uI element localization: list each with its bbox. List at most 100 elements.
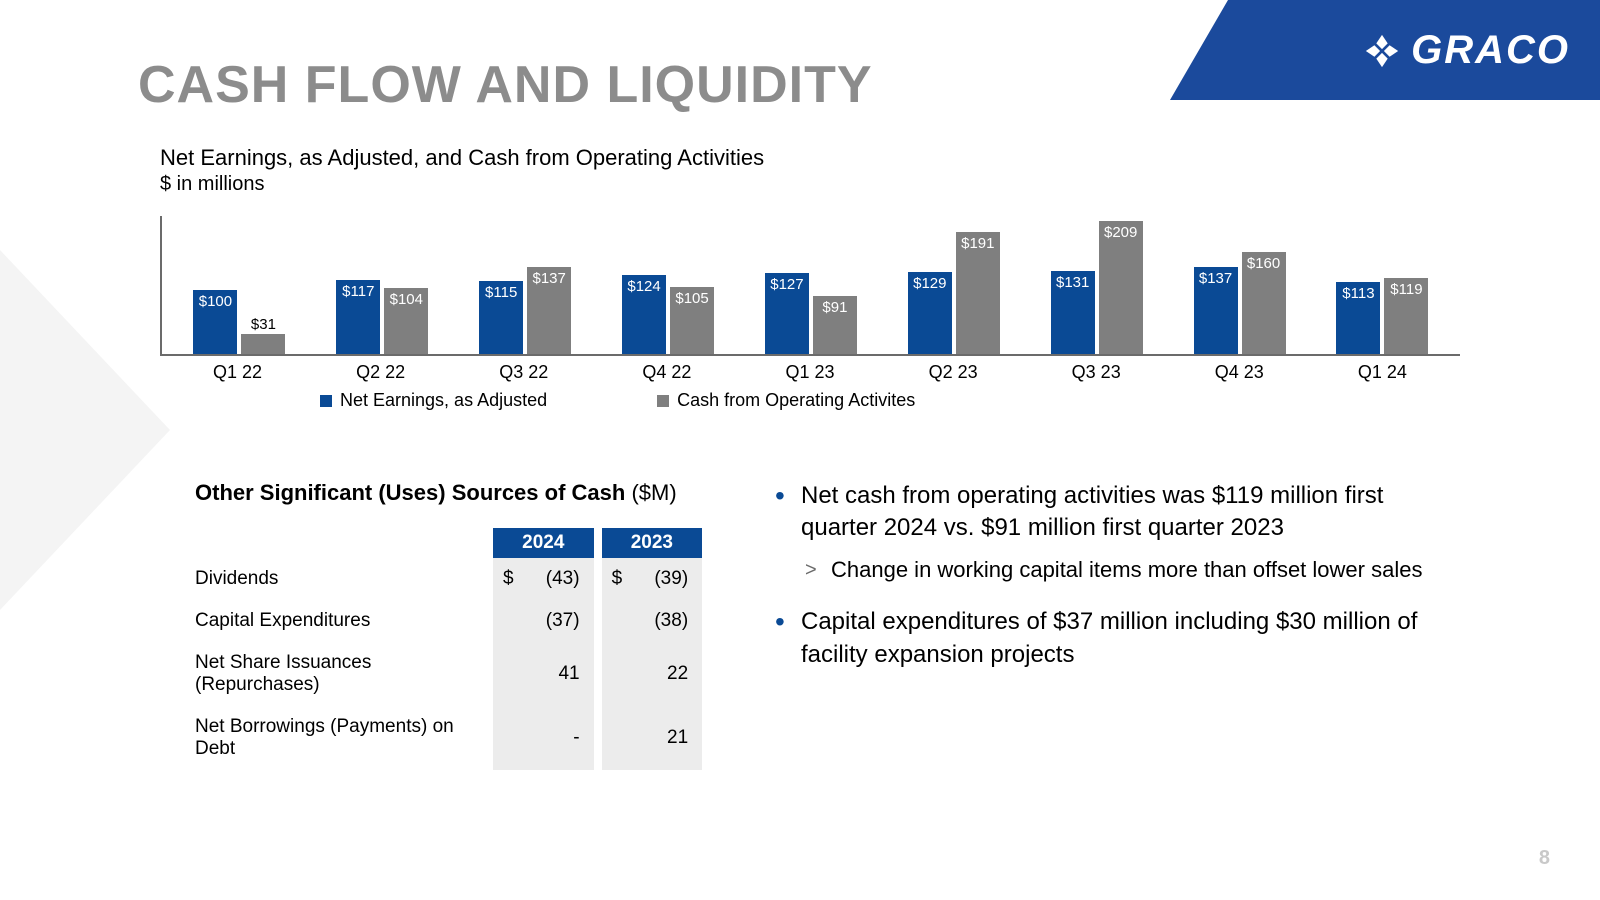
legend-label: Cash from Operating Activites bbox=[677, 390, 915, 411]
bar-value-label: $129 bbox=[908, 275, 952, 292]
chart-plot: $100$31$117$104$115$137$124$105$127$91$1… bbox=[160, 216, 1460, 356]
sub-bullet-item: Change in working capital items more tha… bbox=[801, 555, 1465, 585]
lower-region: Other Significant (Uses) Sources of Cash… bbox=[195, 480, 1520, 770]
table-cell: (37) bbox=[514, 600, 594, 642]
table-cell: 41 bbox=[514, 642, 594, 706]
bar-value-label: $100 bbox=[193, 293, 237, 310]
bar-value-label: $127 bbox=[765, 276, 809, 293]
legend-item: Net Earnings, as Adjusted bbox=[320, 390, 547, 411]
cash-table: 20242023Dividends$(43)$(39)Capital Expen… bbox=[195, 528, 702, 770]
bar-value-label: $209 bbox=[1099, 224, 1143, 241]
bar-group: $115$137 bbox=[475, 267, 575, 354]
legend-swatch bbox=[320, 395, 332, 407]
table-cell: (39) bbox=[622, 558, 702, 600]
chart-region: Net Earnings, as Adjusted, and Cash from… bbox=[160, 145, 1460, 391]
brand-name: GRACO bbox=[1411, 28, 1570, 73]
bar-value-label: $131 bbox=[1051, 274, 1095, 291]
table-row: Dividends$(43)$(39) bbox=[195, 558, 702, 600]
bar: $100 bbox=[193, 290, 237, 354]
table-row: Net Share Issuances (Repurchases) 41 22 bbox=[195, 642, 702, 706]
table-cell: (38) bbox=[622, 600, 702, 642]
bar: $124 bbox=[622, 275, 666, 354]
bullet-list: Net cash from operating activities was $… bbox=[775, 480, 1465, 671]
bar-value-label: $124 bbox=[622, 278, 666, 295]
table-cell: - bbox=[514, 706, 594, 770]
bar-value-label: $115 bbox=[479, 284, 523, 301]
bar-group: $124$105 bbox=[618, 275, 718, 354]
bullets-region: Net cash from operating activities was $… bbox=[775, 480, 1465, 770]
row-label: Net Borrowings (Payments) on Debt bbox=[195, 706, 485, 770]
bar: $127 bbox=[765, 273, 809, 354]
bar: $131 bbox=[1051, 271, 1095, 354]
bar-value-label: $160 bbox=[1242, 255, 1286, 272]
decorative-wedge bbox=[0, 250, 170, 610]
currency-symbol bbox=[493, 706, 514, 770]
bar-group: $129 $191 bbox=[904, 232, 1004, 354]
row-label: Net Share Issuances (Repurchases) bbox=[195, 642, 485, 706]
bar: $115 bbox=[479, 281, 523, 354]
table-header: 2024 bbox=[493, 528, 594, 558]
table-row: Capital Expenditures (37) (38) bbox=[195, 600, 702, 642]
table-row: Net Borrowings (Payments) on Debt-21 bbox=[195, 706, 702, 770]
bar: $191 bbox=[956, 232, 1000, 354]
bar-value-label: $117 bbox=[336, 283, 380, 300]
currency-symbol bbox=[602, 600, 623, 642]
bar: $129 bbox=[908, 272, 952, 354]
bar-value-label: $105 bbox=[670, 290, 714, 307]
bar-group: $131 $209 bbox=[1047, 221, 1147, 354]
bar: $209 bbox=[1099, 221, 1143, 354]
currency-symbol bbox=[602, 706, 623, 770]
currency-symbol bbox=[493, 600, 514, 642]
xaxis-label: Q3 22 bbox=[474, 362, 574, 383]
bar: $160 bbox=[1242, 252, 1286, 354]
legend-swatch bbox=[657, 395, 669, 407]
legend-item: Cash from Operating Activites bbox=[657, 390, 915, 411]
logo-corner: GRACO bbox=[1170, 0, 1600, 100]
bar-value-label: $119 bbox=[1384, 281, 1428, 298]
bar-group: $113$119 bbox=[1332, 278, 1432, 354]
legend-label: Net Earnings, as Adjusted bbox=[340, 390, 547, 411]
bar-value-label: $104 bbox=[384, 291, 428, 308]
bar: $137 bbox=[527, 267, 571, 354]
table-header: 2023 bbox=[602, 528, 703, 558]
table-cell: 21 bbox=[622, 706, 702, 770]
table-title-text: Other Significant (Uses) Sources of Cash bbox=[195, 480, 625, 505]
bar: $113 bbox=[1336, 282, 1380, 354]
row-label: Dividends bbox=[195, 558, 485, 600]
xaxis-label: Q3 23 bbox=[1046, 362, 1146, 383]
xaxis-label: Q4 23 bbox=[1189, 362, 1289, 383]
table-cell: 22 bbox=[622, 642, 702, 706]
bar: $104 bbox=[384, 288, 428, 354]
bar-group: $137$160 bbox=[1190, 252, 1290, 354]
chart-title: Net Earnings, as Adjusted, and Cash from… bbox=[160, 145, 1460, 171]
bar-value-label: $137 bbox=[1194, 270, 1238, 287]
bullet-item: Net cash from operating activities was $… bbox=[775, 480, 1465, 584]
bar-group: $117$104 bbox=[332, 280, 432, 354]
bar: $119 bbox=[1384, 278, 1428, 354]
bar: $137 bbox=[1194, 267, 1238, 354]
bar: $117 bbox=[336, 280, 380, 354]
bar-value-label: $137 bbox=[527, 270, 571, 287]
currency-symbol: $ bbox=[493, 558, 514, 600]
cash-table-region: Other Significant (Uses) Sources of Cash… bbox=[195, 480, 725, 770]
page-number: 8 bbox=[1539, 847, 1550, 870]
slide: GRACO CASH FLOW AND LIQUIDITY Net Earnin… bbox=[0, 0, 1600, 900]
bar: $91 bbox=[813, 296, 857, 354]
chart-legend: Net Earnings, as Adjusted Cash from Opera… bbox=[320, 390, 915, 411]
xaxis-label: Q2 22 bbox=[331, 362, 431, 383]
bar-value-label: $31 bbox=[241, 316, 285, 333]
xaxis-label: Q2 23 bbox=[903, 362, 1003, 383]
row-label: Capital Expenditures bbox=[195, 600, 485, 642]
table-cell: (43) bbox=[514, 558, 594, 600]
bar: $105 bbox=[670, 287, 714, 354]
currency-symbol: $ bbox=[602, 558, 623, 600]
bar-value-label: $191 bbox=[956, 235, 1000, 252]
graco-icon bbox=[1363, 32, 1401, 70]
bar: $31 bbox=[241, 334, 285, 354]
currency-symbol bbox=[602, 642, 623, 706]
currency-symbol bbox=[493, 642, 514, 706]
chart-xaxis: Q1 22Q2 22Q3 22Q4 22Q1 23Q2 23Q3 23Q4 23… bbox=[160, 362, 1460, 383]
bar-group: $100$31 bbox=[189, 290, 289, 354]
bullet-item: Capital expenditures of $37 million incl… bbox=[775, 606, 1465, 671]
bar-value-label: $91 bbox=[813, 299, 857, 316]
